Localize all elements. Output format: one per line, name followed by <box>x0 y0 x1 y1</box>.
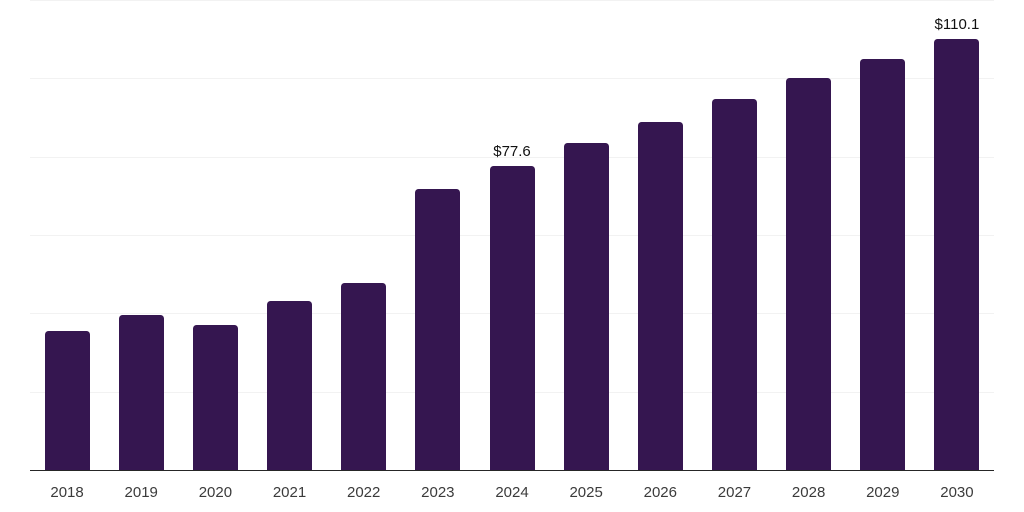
plot-area: $77.6 $110.1 <box>30 0 994 471</box>
x-tick-2029: 2029 <box>866 484 900 501</box>
bar-2022 <box>341 282 387 470</box>
bar-value-label-2030: $110.1 <box>934 15 980 33</box>
x-tick-2023: 2023 <box>421 484 455 501</box>
bar-2027 <box>711 99 757 470</box>
x-tick-2018: 2018 <box>50 484 84 501</box>
gridline-80 <box>30 156 994 158</box>
x-tick-2021: 2021 <box>272 484 307 501</box>
gridline-100 <box>30 78 994 80</box>
x-tick-2020: 2020 <box>198 484 233 501</box>
gridline-120 <box>30 0 994 1</box>
bar-value-label-2024: $77.6 <box>493 143 531 161</box>
x-tick-2027: 2027 <box>717 484 752 501</box>
bar-2026 <box>637 121 683 470</box>
x-tick-2030: 2030 <box>940 484 974 501</box>
bar-2024 <box>489 166 535 470</box>
bar-2020 <box>192 325 238 470</box>
bar-2021 <box>267 300 313 470</box>
x-tick-2019: 2019 <box>124 484 158 501</box>
bar-2019 <box>118 314 164 470</box>
x-tick-2024: 2024 <box>495 484 529 501</box>
x-axis: 2018 2019 2020 2021 2022 2023 2024 2025 2026 2027… <box>30 472 994 508</box>
bar-2025 <box>563 143 609 470</box>
bar-2018 <box>44 330 90 470</box>
bar-2028 <box>786 78 832 470</box>
bar-2029 <box>860 58 906 470</box>
x-tick-2026: 2026 <box>643 484 677 501</box>
x-tick-2022: 2022 <box>347 484 381 501</box>
bar-2030 <box>934 38 980 470</box>
bar-2023 <box>415 189 461 470</box>
x-tick-2025: 2025 <box>569 484 603 501</box>
x-tick-2028: 2028 <box>791 484 826 501</box>
